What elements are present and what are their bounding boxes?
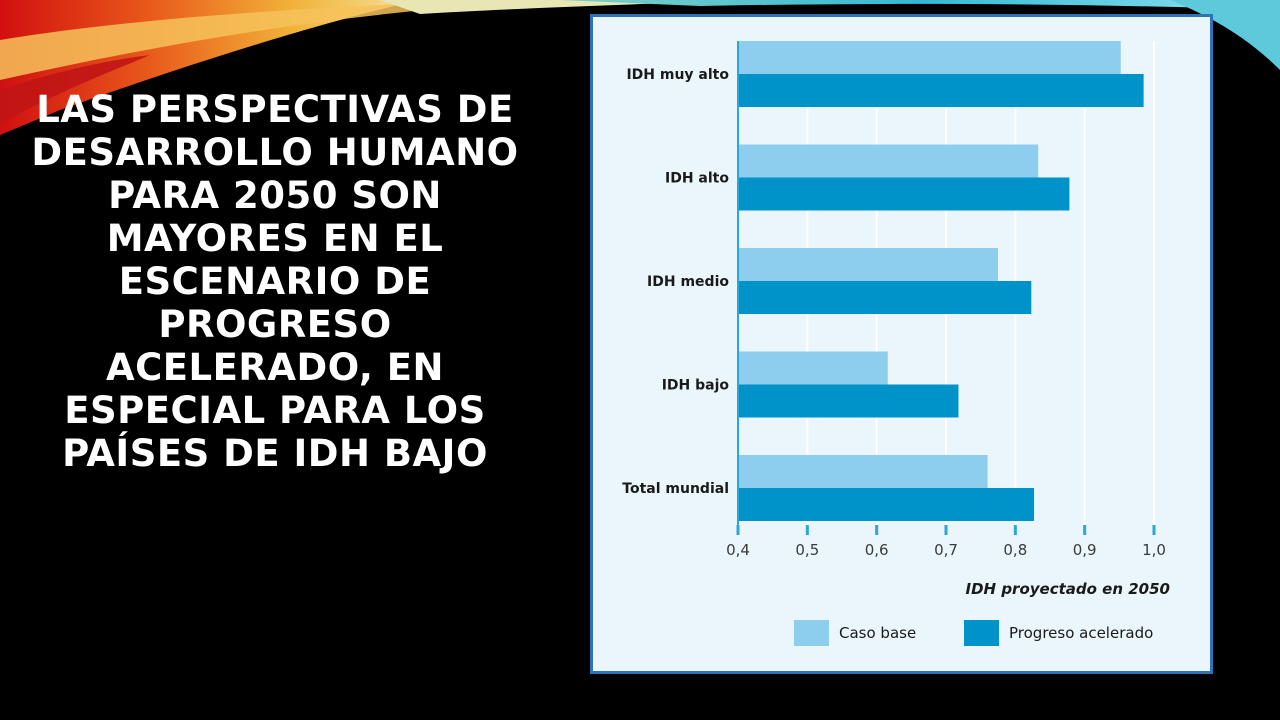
bar-caso-base: [738, 41, 1121, 74]
x-tick-label: 0,9: [1073, 541, 1097, 559]
category-label: IDH bajo: [662, 378, 730, 394]
bar-chart: 0,4 0,5 0,6 0,7 0,8 0,9 1,0 IDH muy alto IDH al…: [622, 41, 1170, 646]
category-label: Total mundial: [622, 481, 729, 497]
bars: [738, 41, 1144, 521]
category-labels: IDH muy alto IDH alto IDH medio IDH bajo Tot…: [622, 67, 729, 497]
legend: Caso base Progreso acelerado: [794, 620, 1153, 646]
category-label: IDH medio: [647, 274, 729, 290]
legend-swatch-progreso-acelerado: [964, 620, 999, 646]
bar-progreso-acelerado: [738, 488, 1035, 521]
chart-panel: 0,4 0,5 0,6 0,7 0,8 0,9 1,0 IDH muy alto IDH al…: [590, 14, 1213, 674]
x-tick-label: 1,0: [1142, 541, 1166, 559]
bar-caso-base: [738, 455, 988, 488]
bar-progreso-acelerado: [738, 74, 1144, 107]
category-label: IDH muy alto: [626, 67, 729, 83]
bar-caso-base: [738, 248, 998, 281]
x-tick-label: 0,4: [726, 541, 750, 559]
x-axis: 0,4 0,5 0,6 0,7 0,8 0,9 1,0: [726, 41, 1166, 559]
bar-progreso-acelerado: [738, 384, 959, 418]
legend-swatch-caso-base: [794, 620, 829, 646]
x-tick-label: 0,5: [795, 541, 819, 559]
slide-title: LAS PERSPECTIVAS DE DESARROLLO HUMANO PA…: [31, 88, 519, 475]
bar-caso-base: [738, 351, 888, 385]
bar-caso-base: [738, 144, 1039, 178]
bar-progreso-acelerado: [738, 177, 1070, 211]
legend-label-progreso-acelerado: Progreso acelerado: [1009, 624, 1153, 642]
x-axis-title: IDH proyectado en 2050: [966, 580, 1170, 598]
x-tick-label: 0,7: [934, 541, 958, 559]
legend-label-caso-base: Caso base: [839, 624, 916, 642]
bar-progreso-acelerado: [738, 281, 1032, 314]
x-tick-label: 0,8: [1003, 541, 1027, 559]
category-label: IDH alto: [665, 171, 729, 187]
x-tick-label: 0,6: [865, 541, 889, 559]
